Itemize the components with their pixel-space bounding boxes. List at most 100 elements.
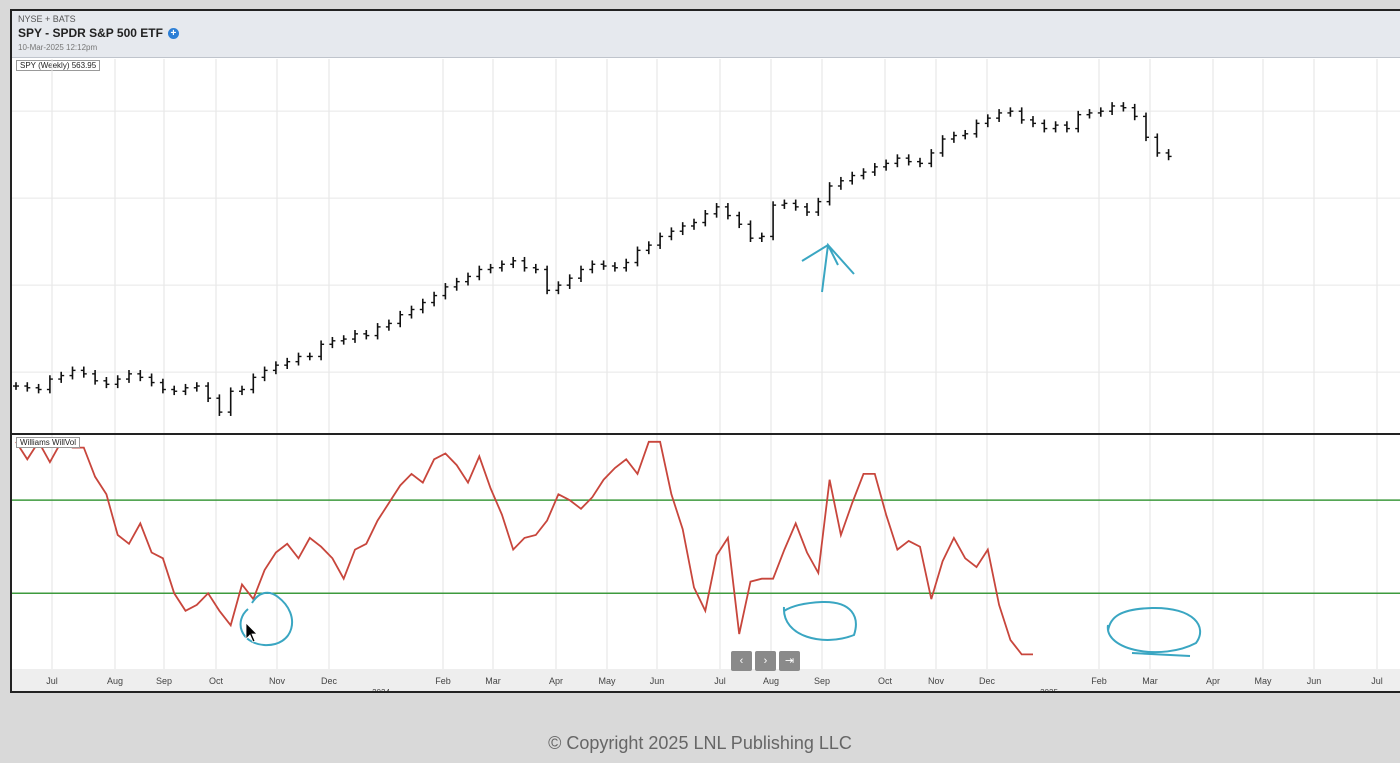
timestamp: 10-Mar-2025 12:12pm [18,43,98,52]
price-bar [578,265,584,283]
x-tick-label: Feb [435,676,451,686]
x-tick-label: Sep [156,676,172,686]
x-axis-background [12,669,1400,691]
price-bar [250,373,257,394]
price-bar [1120,102,1127,112]
price-bar [611,262,618,272]
x-tick-label: Jul [714,676,726,686]
x-tick-label: Jun [650,676,665,686]
exchange-label: NYSE + BATS [18,14,76,24]
x-tick-label: Jul [1371,676,1383,686]
x-tick-label: Aug [763,676,779,686]
x-tick-label: Dec [321,676,338,686]
price-bar [385,319,392,331]
annotation-circle [239,591,294,647]
price-bar [35,383,42,394]
price-bar [126,370,132,383]
price-bar [589,260,596,274]
price-bar [770,201,777,241]
add-icon[interactable]: + [167,28,179,39]
price-bar [826,182,833,206]
price-bar [171,385,178,396]
price-bar [962,129,969,140]
price-bar [408,305,415,319]
price-bar [442,283,449,300]
price-bar [804,203,810,216]
price-bar [453,277,460,291]
symbol-title[interactable]: SPY - SPDR S&P 500 ETF + [18,26,179,40]
price-bar [939,135,946,157]
price-bar [1041,119,1048,133]
annotation-circle [782,600,857,641]
price-bar [1086,109,1093,119]
price-bar [92,370,99,385]
price-bar [645,241,652,255]
price-bar [1154,133,1161,157]
price-bar [724,203,731,220]
price-bar [193,382,200,392]
price-bar [510,256,517,269]
indicator-background [12,436,1400,669]
price-bar [306,352,313,361]
price-bar [13,382,19,390]
price-bar [340,335,347,345]
price-bar [702,209,709,227]
price-bar [871,163,878,176]
price-bar [498,260,505,272]
price-bar [284,357,291,369]
chart-navigation: ‹ › ⇥ [731,651,800,671]
price-bar [1109,102,1116,116]
price-bar [80,366,87,378]
x-tick-label: Apr [1206,676,1220,686]
scroll-right-button[interactable]: › [755,651,776,671]
price-bar [272,361,279,375]
price-bar [736,211,743,229]
scroll-left-button[interactable]: ‹ [731,651,752,671]
x-tick-label: Feb [1091,676,1107,686]
price-bar [374,323,381,340]
price-bar [623,258,630,272]
annotation-circle [1106,606,1202,657]
price-bar [555,281,562,295]
price-bar [329,336,336,349]
price-bar [1131,103,1138,121]
price-bar [984,114,991,128]
willvol-line [15,440,1033,656]
price-bar [634,246,641,267]
year-label: 2025 [1040,688,1058,693]
price-bar [917,157,923,168]
price-bar [227,387,234,416]
price-bar [58,371,65,383]
price-bar [883,159,890,171]
price-bar [747,220,754,242]
price-bar [1097,107,1104,117]
x-tick-label: Mar [485,676,501,686]
x-tick-label: Jul [46,676,58,686]
price-bar [148,373,155,387]
price-bar [758,232,765,242]
price-bar [1143,112,1149,142]
price-bar [46,375,53,394]
price-bar [1018,107,1025,124]
x-tick-label: Oct [878,676,893,686]
price-bar [928,149,935,168]
price-bar [487,263,494,274]
x-tick-label: Nov [928,676,945,686]
price-bar [532,263,539,274]
price-bar [1007,107,1014,117]
x-tick-label: Apr [549,676,563,686]
price-bar [103,376,110,389]
mouse-cursor-icon [245,622,258,643]
price-bar [905,154,912,166]
symbol-title-text: SPY - SPDR S&P 500 ETF [18,26,163,40]
price-bar [600,260,607,270]
price-bar [216,394,223,416]
price-bar [465,272,471,286]
price-bar [182,383,189,396]
price-bar [159,378,166,394]
price-bar [137,370,144,382]
price-bar [566,274,573,289]
price-bar [894,154,901,168]
scroll-to-end-button[interactable]: ⇥ [779,651,800,671]
price-bar [1075,110,1082,133]
